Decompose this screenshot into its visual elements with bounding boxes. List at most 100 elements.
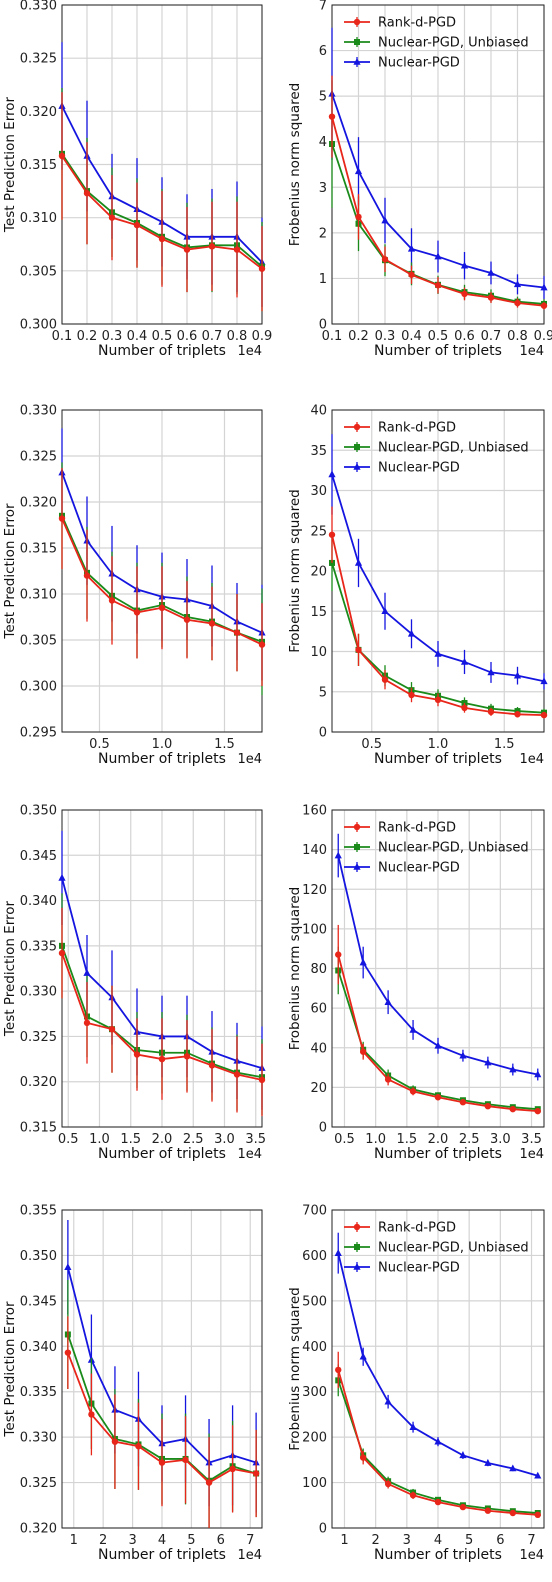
legend-label: Nuclear-PGD, Unbiased	[378, 441, 529, 456]
y-tick-label: 0.330	[20, 985, 57, 1000]
data-point	[381, 607, 389, 615]
x-tick-label: 3.5	[245, 1132, 266, 1147]
y-tick-label: 400	[302, 1340, 327, 1355]
data-point	[258, 265, 266, 272]
data-point	[183, 616, 191, 623]
x-scale-label: 1e4	[237, 344, 262, 359]
data-point	[88, 1411, 95, 1418]
data-point	[459, 1099, 467, 1106]
data-point	[182, 1456, 189, 1464]
x-tick-label: 2.5	[459, 1132, 480, 1147]
axes-frame	[331, 1209, 545, 1529]
data-point	[484, 1058, 492, 1066]
y-tick-label: 140	[302, 843, 327, 858]
data-point	[484, 1102, 492, 1110]
y-tick-label: 35	[310, 444, 327, 459]
y-tick-label: 700	[302, 1204, 327, 1219]
x-tick-label: 0.5	[58, 1132, 79, 1147]
data-point	[83, 969, 91, 976]
x-axis-label: Number of triplets	[98, 1146, 226, 1162]
legend-marker	[353, 463, 361, 470]
legend: Rank-d-PGD Nuclear-PGD, Unbiased Nuclear-P…	[344, 1221, 529, 1276]
series-rank-d-pgd	[328, 506, 548, 719]
y-tick-label: 0.325	[20, 52, 57, 67]
x-tick-label: 5	[465, 1533, 473, 1548]
x-tick-label: 6	[496, 1533, 504, 1548]
x-tick-label: 5	[187, 1533, 195, 1548]
data-point	[540, 283, 548, 291]
x-tick-label: 0.9	[252, 329, 273, 344]
data-point	[434, 1437, 442, 1445]
data-point	[83, 190, 91, 197]
data-point	[58, 515, 66, 522]
data-point	[355, 646, 362, 654]
y-tick-label: 0.295	[20, 726, 57, 741]
x-tick-label: 1	[340, 1533, 348, 1548]
x-tick-label: 3.5	[521, 1132, 542, 1147]
data-point	[384, 998, 392, 1005]
y-tick-label: 0.310	[20, 588, 57, 603]
y-tick-label: 7	[319, 0, 327, 14]
y-tick-label: 0.330	[20, 0, 57, 14]
data-point	[359, 1454, 367, 1461]
x-tick-label: 0.2	[77, 329, 98, 344]
data-point	[407, 244, 416, 252]
y-tick-label: 0.325	[20, 1030, 57, 1045]
x-tick-label: 7	[527, 1533, 535, 1548]
series-rank-d-pgd	[58, 92, 266, 312]
legend-marker	[353, 1263, 361, 1270]
data-point	[509, 1105, 517, 1113]
data-point	[258, 1076, 266, 1084]
y-tick-label: 0.340	[20, 1340, 57, 1355]
data-point	[384, 1480, 392, 1488]
data-point	[334, 851, 342, 859]
y-tick-label: 20	[310, 1081, 327, 1096]
x-tick-label: 2	[99, 1533, 107, 1548]
legend-label: Rank-d-PGD	[378, 16, 456, 31]
data-point	[534, 1070, 542, 1078]
data-point	[487, 268, 495, 276]
legend-marker	[353, 863, 361, 870]
y-tick-label: 600	[302, 1249, 327, 1264]
chart-panel-2: 0.1 0.2 0.3 0.4 0.5 0.6 0.7 0.8 0.9 0 1 2 3 4 5 6 7 Numbe…	[287, 0, 552, 359]
legend: Rank-d-PGD Nuclear-PGD, Unbiased Nuclear-P…	[344, 821, 529, 876]
x-axis-label: Number of triplets	[98, 751, 226, 767]
data-point	[83, 572, 91, 579]
data-point	[381, 676, 389, 683]
chart-panel-3: 0.5 1.0 1.5 0.295 0.300 0.305 0.310 0.315 0.320 0…	[2, 404, 266, 767]
x-tick-label: 0.5	[428, 329, 449, 344]
data-point	[359, 1048, 367, 1055]
y-tick-label: 40	[310, 404, 327, 419]
y-tick-label: 4	[319, 135, 327, 150]
y-tick-label: 0.320	[20, 1522, 57, 1537]
data-point	[434, 1041, 442, 1049]
data-point	[208, 1062, 216, 1069]
data-point	[252, 1470, 260, 1477]
legend-marker	[354, 844, 360, 850]
x-scale-label: 1e4	[237, 1147, 262, 1162]
data-point	[354, 167, 363, 175]
y-tick-label: 30	[310, 484, 327, 499]
series-rank-d-pgd	[335, 924, 541, 1115]
x-tick-label: 1.0	[152, 737, 173, 752]
x-tick-label: 1.5	[214, 737, 235, 752]
data-point	[111, 1438, 119, 1445]
x-tick-label: 2.0	[152, 1132, 173, 1147]
y-tick-label: 0.325	[20, 1476, 57, 1491]
x-tick-label: 0.2	[348, 329, 369, 344]
data-point	[359, 1352, 367, 1360]
y-tick-label: 0.325	[20, 450, 57, 465]
x-tick-label: 2	[372, 1533, 380, 1548]
x-tick-label: 1.5	[494, 737, 515, 752]
data-point	[208, 243, 216, 250]
data-point	[58, 152, 66, 160]
legend-label: Rank-d-PGD	[378, 1221, 456, 1236]
y-tick-label: 0	[319, 318, 327, 333]
data-point	[540, 677, 548, 685]
x-tick-label: 6	[217, 1533, 225, 1548]
axes-frame	[331, 809, 545, 1128]
x-tick-label: 1.0	[428, 737, 449, 752]
x-tick-label: 3	[128, 1533, 136, 1548]
chart-panel-8: 1 2 3 4 5 6 7 0 100 200 300 400 500 600 700 Number of t…	[287, 1204, 545, 1563]
data-point	[328, 531, 336, 538]
